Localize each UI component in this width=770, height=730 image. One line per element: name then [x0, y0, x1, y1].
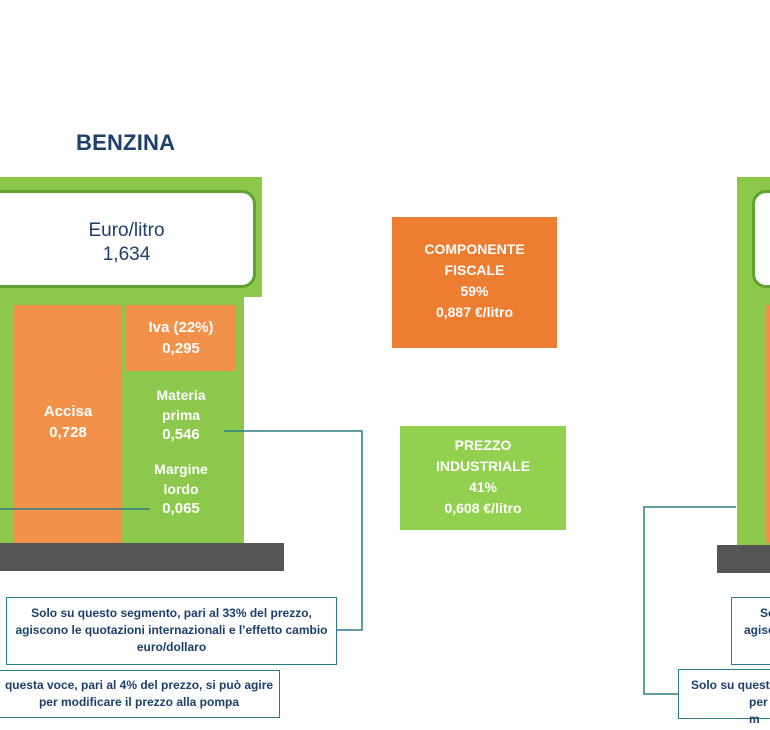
- accisa-label: Accisa: [43, 403, 93, 420]
- price-unit: Euro/litro: [88, 220, 165, 241]
- industrial-line2: INDUSTRIALE: [435, 458, 531, 474]
- margine-label-1: Margine: [154, 461, 208, 477]
- segment-line1: Solo su questo segmento, pari al 33% del…: [31, 606, 312, 620]
- segment-line2: agiscono le quotazioni internazionali e …: [15, 623, 328, 637]
- right-pump-body: [737, 297, 770, 547]
- right-segment-callout: So agisc: [731, 597, 770, 665]
- industrial-value: 0,608 €/litro: [444, 500, 522, 516]
- voice-line1: questa voce, pari al 4% del prezzo, si p…: [4, 678, 274, 692]
- iva-label: Iva (22%): [148, 319, 214, 336]
- right-seg-line2: agisc: [744, 623, 770, 637]
- industrial-line1: PREZZO: [454, 437, 512, 453]
- right-pump-base: [717, 545, 770, 573]
- fiscal-line1: COMPONENTE: [424, 241, 525, 257]
- industrial-pct: 41%: [468, 479, 498, 495]
- accisa-value: 0,728: [49, 424, 87, 441]
- materia-prima-segment: Materia prima 0,546 Margine lordo 0,065: [126, 371, 236, 543]
- connector-materia: [224, 430, 363, 631]
- margine-lordo-block: Margine lordo 0,065: [126, 459, 236, 519]
- materia-label-2: prima: [161, 407, 201, 423]
- iva-value: 0,295: [162, 340, 200, 357]
- fiscal-line2: FISCALE: [444, 262, 505, 278]
- accisa-segment: Accisa 0,728: [14, 305, 122, 543]
- fuel-title: BENZINA: [76, 130, 176, 155]
- segment-line3: euro/dollaro: [136, 640, 207, 654]
- materia-label-1: Materia: [156, 387, 206, 403]
- fiscal-value: 0,887 €/litro: [435, 304, 514, 320]
- voice-callout: questa voce, pari al 4% del prezzo, si p…: [0, 670, 280, 718]
- materia-value: 0,546: [162, 426, 200, 443]
- margine-value: 0,065: [162, 500, 200, 517]
- right-seg-line1: So: [760, 606, 770, 620]
- segment-callout: Solo su questo segmento, pari al 33% del…: [6, 597, 337, 665]
- fiscal-pct: 59%: [460, 283, 489, 299]
- pump-base: [0, 543, 284, 571]
- iva-segment: Iva (22%) 0,295: [126, 305, 236, 371]
- price-display: Euro/litro 1,634: [0, 190, 256, 288]
- industrial-price-box: PREZZO INDUSTRIALE 41% 0,608 €/litro: [400, 426, 566, 530]
- right-price-display: [752, 190, 770, 288]
- right-voice-callout: Solo su questa per m: [678, 669, 770, 726]
- fiscal-component-box: COMPONENTE FISCALE 59% 0,887 €/litro: [392, 217, 557, 348]
- margine-label-2: lordo: [163, 481, 199, 497]
- right-voice-line2: per m: [749, 695, 768, 726]
- right-orange-segment: [766, 305, 770, 543]
- price-value: 1,634: [102, 244, 151, 265]
- connector-right-voice: [643, 506, 736, 695]
- right-voice-line1: Solo su questa: [691, 678, 770, 692]
- voice-line2: per modificare il prezzo alla pompa: [38, 695, 240, 709]
